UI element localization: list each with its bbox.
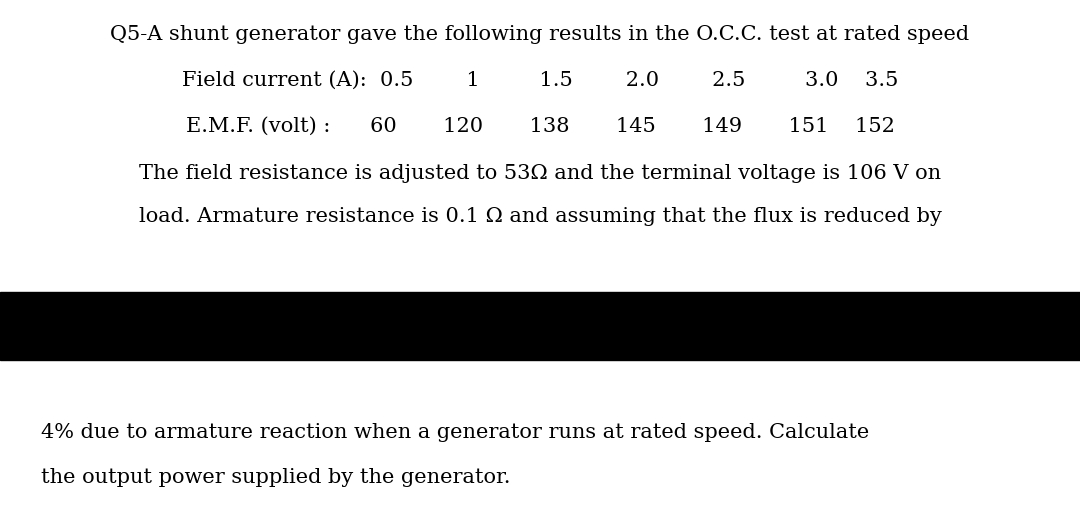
Text: Q5-A shunt generator gave the following results in the O.C.C. test at rated spee: Q5-A shunt generator gave the following …	[110, 25, 970, 44]
Bar	[0, 292, 1080, 360]
Text: the output power supplied by the generator.: the output power supplied by the generat…	[41, 468, 511, 487]
Text: E.M.F. (volt) :      60       120       138       145       149       151    152: E.M.F. (volt) : 60 120 138 145 149 151 1…	[186, 117, 894, 135]
Text: 4% due to armature reaction when a generator runs at rated speed. Calculate: 4% due to armature reaction when a gener…	[41, 423, 869, 442]
Text: Field current (A):  0.5        1         1.5        2.0        2.5         3.0  : Field current (A): 0.5 1 1.5 2.0 2.5 3.0	[181, 71, 899, 90]
Text: The field resistance is adjusted to 53Ω and the terminal voltage is 106 V on: The field resistance is adjusted to 53Ω …	[139, 164, 941, 183]
Text: load. Armature resistance is 0.1 Ω and assuming that the flux is reduced by: load. Armature resistance is 0.1 Ω and a…	[138, 207, 942, 226]
